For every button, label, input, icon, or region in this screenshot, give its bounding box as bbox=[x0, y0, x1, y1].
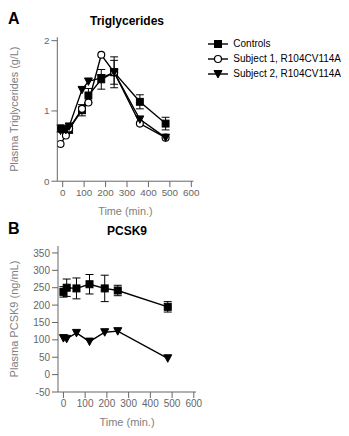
svg-text:Plasma Triglycerides (g/L): Plasma Triglycerides (g/L) bbox=[8, 47, 20, 172]
svg-text:0: 0 bbox=[61, 398, 67, 409]
svg-text:250: 250 bbox=[33, 282, 50, 293]
svg-text:100: 100 bbox=[77, 398, 94, 409]
svg-text:50: 50 bbox=[39, 352, 51, 363]
svg-text:200: 200 bbox=[99, 398, 116, 409]
svg-text:100: 100 bbox=[76, 187, 93, 198]
html-text:PCSK9: PCSK9 bbox=[107, 224, 147, 238]
svg-text:-50: -50 bbox=[36, 387, 51, 398]
svg-text:1: 1 bbox=[44, 105, 49, 116]
svg-text:300: 300 bbox=[120, 398, 137, 409]
html-text:Subject 2, R104CV114A: Subject 2, R104CV114A bbox=[233, 68, 341, 79]
svg-text:400: 400 bbox=[142, 398, 159, 409]
svg-text:600: 600 bbox=[185, 398, 202, 409]
svg-text:150: 150 bbox=[33, 317, 50, 328]
svg-text:0: 0 bbox=[44, 369, 50, 380]
svg-text:400: 400 bbox=[140, 187, 157, 198]
svg-text:2: 2 bbox=[44, 35, 49, 46]
html-text:Triglycerides: Triglycerides bbox=[90, 14, 164, 28]
html-text:A: A bbox=[8, 10, 20, 27]
html-text:Subject 1, R104CV114A: Subject 1, R104CV114A bbox=[233, 53, 341, 64]
svg-text:300: 300 bbox=[33, 265, 50, 276]
svg-text:Time (min.): Time (min.) bbox=[98, 205, 152, 217]
svg-text:0: 0 bbox=[44, 176, 50, 187]
html-text:Controls: Controls bbox=[233, 38, 271, 49]
svg-text:100: 100 bbox=[33, 334, 50, 345]
html-text:B: B bbox=[8, 220, 20, 237]
svg-text:Time (min.): Time (min.) bbox=[99, 416, 154, 428]
svg-text:600: 600 bbox=[183, 187, 200, 198]
svg-text:200: 200 bbox=[33, 300, 50, 311]
svg-text:500: 500 bbox=[164, 398, 181, 409]
svg-text:0: 0 bbox=[60, 187, 66, 198]
svg-text:200: 200 bbox=[97, 187, 114, 198]
svg-text:300: 300 bbox=[119, 187, 136, 198]
svg-text:500: 500 bbox=[162, 187, 179, 198]
svg-text:Plasma PCSK9 (ng/mL): Plasma PCSK9 (ng/mL) bbox=[8, 261, 20, 378]
svg-text:350: 350 bbox=[33, 248, 50, 259]
